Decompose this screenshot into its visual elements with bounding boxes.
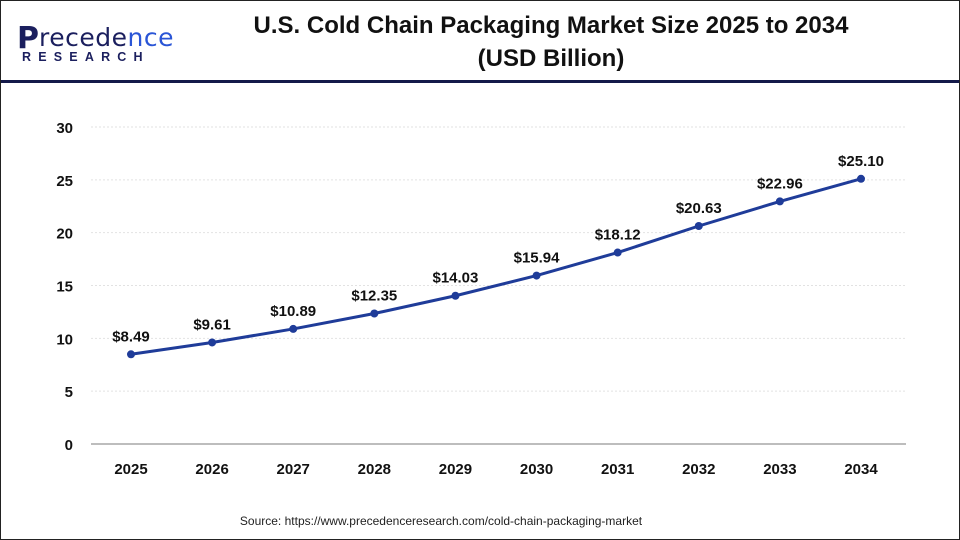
data-label: $8.49 [112, 328, 150, 345]
y-tick-label: 5 [65, 384, 73, 401]
x-tick-label: 2030 [520, 461, 553, 478]
data-label: $20.63 [676, 200, 722, 217]
y-tick-label: 15 [56, 279, 73, 296]
precedence-research-logo: P recedence RESEARCH [17, 21, 173, 66]
data-point [532, 271, 541, 280]
data-label: $18.12 [595, 227, 641, 244]
x-tick-label: 2025 [114, 461, 147, 478]
y-tick-label: 0 [65, 437, 73, 454]
data-point [694, 222, 703, 231]
y-tick-label: 10 [56, 331, 73, 348]
data-label: $10.89 [270, 303, 316, 320]
x-tick-label: 2033 [763, 461, 796, 478]
header-divider [1, 80, 959, 83]
x-tick-label: 2031 [601, 461, 634, 478]
data-point [613, 248, 622, 257]
data-point [451, 291, 460, 300]
logo-subtext: RESEARCH [22, 50, 150, 64]
x-tick-label: 2027 [277, 461, 310, 478]
data-label: $14.03 [432, 270, 478, 287]
data-point [289, 324, 298, 333]
data-label: $12.35 [351, 288, 397, 305]
data-label: $22.96 [757, 175, 803, 192]
data-point [775, 197, 784, 206]
title-line-2: (USD Billion) [477, 45, 625, 72]
x-tick-label: 2026 [195, 461, 228, 478]
data-label: $15.94 [514, 250, 561, 267]
y-tick-label: 20 [56, 226, 73, 243]
x-tick-label: 2034 [844, 461, 878, 478]
source-note: Source: https://www.precedenceresearch.c… [239, 514, 643, 528]
data-label: $25.10 [838, 153, 884, 170]
data-point [127, 350, 135, 359]
chart-title: U.S. Cold Chain Packaging Market Size 20… [211, 9, 891, 75]
logo-wordmark: recedence [39, 23, 174, 52]
y-tick-label: 25 [56, 173, 73, 190]
data-point [208, 338, 217, 347]
series-line [130, 177, 862, 356]
x-tick-label: 2029 [439, 461, 472, 478]
x-tick-label: 2028 [358, 461, 391, 478]
x-tick-label: 2032 [682, 461, 715, 478]
logo-p-mark: P [17, 21, 39, 56]
data-point [857, 174, 865, 183]
y-tick-label: 30 [56, 120, 73, 137]
data-label: $9.61 [193, 316, 231, 333]
title-line-1: U.S. Cold Chain Packaging Market Size 20… [253, 12, 849, 39]
data-point [370, 309, 379, 318]
